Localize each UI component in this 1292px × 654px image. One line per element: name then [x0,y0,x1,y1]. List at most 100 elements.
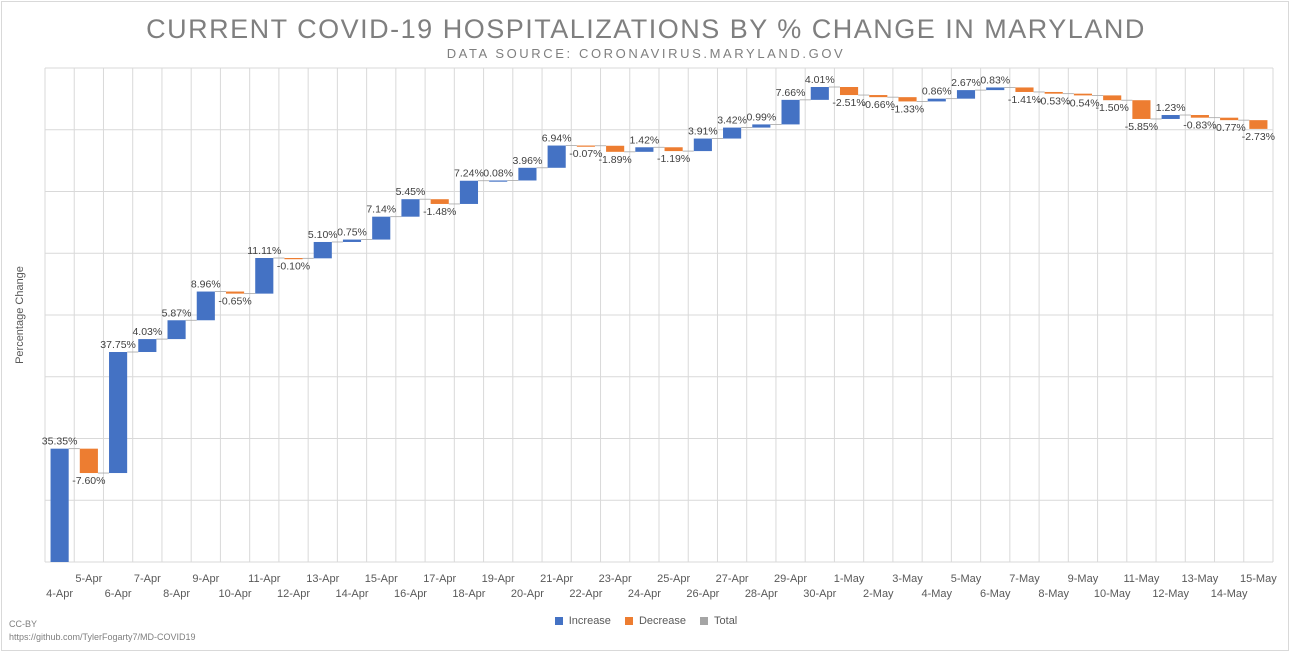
data-labels: 35.35% -7.60% 37.75%4.03%5.87% 8.96% -0.65% 1… [42,74,1275,487]
data-label: -0.54% [1066,97,1099,109]
data-label: -1.48% [423,206,456,218]
bar [459,180,479,204]
data-label: -5.85% [1125,121,1158,133]
bar [372,216,391,240]
legend-label-increase: Increase [568,615,611,627]
x-tick-label: 10-May [1094,588,1131,600]
x-tick-label: 13-May [1182,573,1219,585]
x-tick-label: 3-May [892,573,923,585]
bar [723,127,742,139]
data-label: 0.86% [922,86,952,98]
x-tick-label: 2-May [863,588,894,600]
data-label: 6.94% [542,133,572,145]
x-tick-label: 24-Apr [628,588,661,600]
bar [1190,115,1209,118]
gridlines [44,67,1274,563]
bar [664,147,683,152]
bars [50,87,1268,562]
x-tick-label: 21-Apr [540,573,573,585]
x-tick-label: 27-Apr [716,573,749,585]
bar [138,339,157,353]
data-label: -0.65% [218,296,251,308]
x-tick-label: 8-Apr [163,588,190,600]
bar [576,145,595,147]
legend-label-total: Total [714,615,738,627]
data-label: -2.51% [832,97,865,109]
x-tick-label: 15-Apr [365,573,398,585]
data-label: 7.14% [366,204,396,216]
bar [693,138,712,152]
data-label: 1.42% [629,134,659,146]
source-link[interactable]: https://github.com/TylerFogarty7/MD-COVI… [9,632,196,642]
x-tick-label: 11-May [1123,573,1159,585]
bar [1132,100,1151,119]
x-tick-label: 4-Apr [46,588,73,600]
bar [869,95,888,98]
x-tick-label: 13-Apr [306,573,339,585]
bar [313,241,332,259]
bar [1220,117,1239,121]
x-tick-label: 11-Apr [248,573,281,585]
data-label: 0.99% [746,111,776,123]
bar [167,320,186,340]
legend-item-total: Total [700,615,737,627]
x-tick-label: 1-May [834,573,865,585]
data-label: 0.75% [337,227,367,239]
x-tick-label: 12-May [1152,588,1189,600]
bar [79,448,98,474]
bar [752,124,771,128]
x-tick-label: 6-Apr [105,588,132,600]
bar [518,167,537,181]
data-label: -0.53% [1037,96,1070,108]
decrease-swatch [624,617,633,625]
data-label: 35.35% [42,436,78,448]
data-label: 7.24% [454,168,484,180]
bar [50,448,69,562]
x-tick-label: 9-May [1068,573,1099,585]
x-tick-label: 19-Apr [482,573,515,585]
bar [1249,120,1268,129]
data-label: 7.66% [776,87,806,99]
data-label: 8.96% [191,279,221,291]
bar [547,145,566,168]
data-label: -0.66% [862,99,895,111]
data-label: 11.11% [247,245,281,257]
x-tick-label: 23-Apr [599,573,632,585]
data-label: 5.87% [162,307,192,319]
data-label: -0.77% [1213,122,1246,134]
x-tick-label: 8-May [1038,588,1069,600]
x-tick-label: 20-Apr [511,588,544,600]
chart-title: CURRENT COVID-19 HOSPITALIZATIONS BY % C… [146,14,1146,44]
bar [635,147,654,152]
x-tick-label: 18-Apr [452,588,485,600]
data-label: 4.01% [805,74,835,86]
bar [956,90,976,99]
bar [196,291,215,321]
data-label: 0.08% [483,167,513,179]
data-label: -2.73% [1242,131,1275,143]
x-tick-label: 5-May [951,573,982,585]
data-label: 5.45% [396,186,426,198]
x-tick-label: 29-Apr [774,573,807,585]
license-text: CC-BY [9,619,38,629]
bar [898,97,917,102]
bar [1044,91,1063,94]
x-tick-label: 16-Apr [394,588,427,600]
data-label: 4.03% [132,326,162,338]
bar [1073,93,1093,96]
x-tick-label: 26-Apr [686,588,719,600]
bar [109,352,128,474]
data-label: 0.83% [980,74,1010,86]
data-label: -1.89% [599,154,632,166]
x-tick-label: 22-Apr [569,588,602,600]
x-tick-label: 5-Apr [75,573,102,585]
data-label: 37.75% [100,339,136,351]
x-tick-label: 7-May [1009,573,1040,585]
bar [986,87,1005,91]
total-swatch [700,617,709,625]
x-tick-label: 15-May [1240,573,1277,585]
data-label: -0.83% [1183,120,1216,132]
bar [839,87,859,96]
data-label: 1.23% [1156,102,1186,114]
